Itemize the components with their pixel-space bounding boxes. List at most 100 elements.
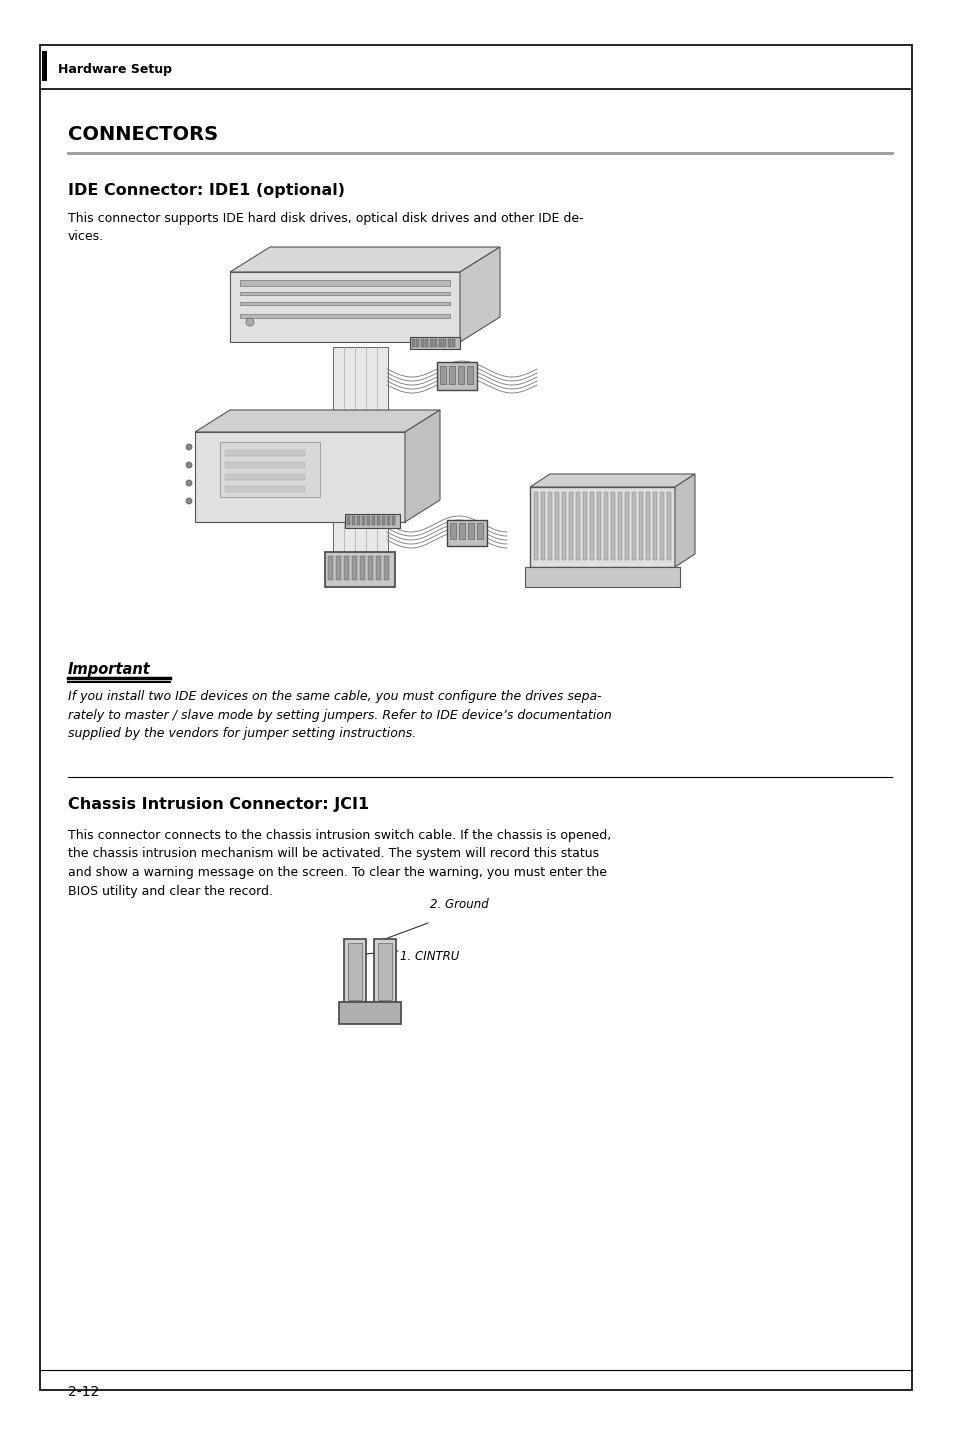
Text: IDE Connector: IDE1 (optional): IDE Connector: IDE1 (optional) bbox=[68, 182, 345, 198]
Bar bbox=[631, 493, 636, 560]
Bar bbox=[666, 493, 670, 560]
Polygon shape bbox=[194, 410, 439, 432]
Text: Important: Important bbox=[68, 662, 151, 677]
Bar bbox=[348, 944, 361, 1000]
Polygon shape bbox=[459, 246, 499, 342]
Bar bbox=[328, 556, 333, 580]
Bar bbox=[468, 523, 474, 538]
Bar bbox=[416, 339, 419, 347]
Bar bbox=[240, 314, 450, 318]
Bar bbox=[344, 939, 366, 1004]
Bar bbox=[425, 339, 428, 347]
Text: Hardware Setup: Hardware Setup bbox=[58, 63, 172, 76]
Bar bbox=[194, 432, 405, 523]
Bar bbox=[384, 556, 389, 580]
Polygon shape bbox=[405, 410, 439, 523]
Bar bbox=[540, 493, 544, 560]
Bar bbox=[449, 367, 455, 384]
Bar bbox=[443, 339, 446, 347]
Bar bbox=[335, 556, 340, 580]
Bar bbox=[547, 493, 552, 560]
Bar bbox=[220, 442, 319, 497]
Bar bbox=[225, 450, 305, 455]
Bar bbox=[225, 474, 305, 480]
Text: If you install two IDE devices on the same cable, you must configure the drives : If you install two IDE devices on the sa… bbox=[68, 690, 611, 740]
Bar bbox=[659, 493, 663, 560]
Bar bbox=[381, 516, 385, 526]
Bar bbox=[240, 281, 450, 286]
Bar bbox=[412, 339, 415, 347]
Bar bbox=[361, 516, 365, 526]
Bar bbox=[467, 367, 473, 384]
Bar bbox=[448, 339, 451, 347]
Bar bbox=[352, 556, 356, 580]
Bar bbox=[639, 493, 642, 560]
Polygon shape bbox=[675, 474, 695, 567]
Bar bbox=[344, 556, 349, 580]
Bar bbox=[375, 556, 380, 580]
Polygon shape bbox=[530, 474, 695, 487]
Bar bbox=[387, 516, 390, 526]
Bar bbox=[325, 551, 395, 587]
Bar bbox=[352, 516, 355, 526]
Bar bbox=[438, 339, 441, 347]
Text: This connector connects to the chassis intrusion switch cable. If the chassis is: This connector connects to the chassis i… bbox=[68, 829, 611, 898]
Bar bbox=[420, 339, 423, 347]
Bar bbox=[561, 493, 565, 560]
Bar bbox=[42, 52, 47, 82]
Bar bbox=[597, 493, 600, 560]
Bar bbox=[610, 493, 615, 560]
Bar bbox=[374, 939, 395, 1004]
Bar bbox=[436, 362, 476, 390]
Bar bbox=[476, 523, 482, 538]
Bar bbox=[430, 339, 433, 347]
Bar bbox=[618, 493, 621, 560]
Bar bbox=[576, 493, 579, 560]
Bar bbox=[458, 523, 464, 538]
Bar bbox=[652, 493, 657, 560]
Bar bbox=[240, 292, 450, 295]
Bar bbox=[589, 493, 594, 560]
Bar bbox=[368, 556, 373, 580]
Bar bbox=[434, 339, 437, 347]
Bar bbox=[376, 516, 380, 526]
Bar bbox=[347, 516, 350, 526]
Text: 2. Ground: 2. Ground bbox=[430, 898, 488, 911]
Bar bbox=[345, 514, 399, 528]
Bar bbox=[530, 487, 675, 567]
Bar bbox=[568, 493, 573, 560]
Text: This connector supports IDE hard disk drives, optical disk drives and other IDE : This connector supports IDE hard disk dr… bbox=[68, 212, 583, 243]
Bar bbox=[582, 493, 586, 560]
Bar bbox=[356, 516, 360, 526]
Circle shape bbox=[186, 480, 192, 485]
Bar bbox=[225, 485, 305, 493]
Bar bbox=[624, 493, 628, 560]
Bar bbox=[225, 463, 305, 468]
Bar bbox=[392, 516, 395, 526]
Bar bbox=[333, 347, 388, 551]
Text: CONNECTORS: CONNECTORS bbox=[68, 126, 218, 145]
Bar bbox=[555, 493, 558, 560]
Text: Chassis Intrusion Connector: JCI1: Chassis Intrusion Connector: JCI1 bbox=[68, 798, 369, 812]
Circle shape bbox=[186, 444, 192, 450]
Bar bbox=[603, 493, 607, 560]
Bar bbox=[359, 556, 365, 580]
Bar bbox=[439, 367, 446, 384]
Bar bbox=[645, 493, 649, 560]
Text: 1. CINTRU: 1. CINTRU bbox=[399, 949, 459, 962]
Bar bbox=[410, 337, 459, 349]
Bar bbox=[240, 302, 450, 305]
Bar bbox=[230, 272, 459, 342]
Circle shape bbox=[186, 463, 192, 468]
Bar bbox=[367, 516, 370, 526]
Bar bbox=[447, 520, 486, 546]
Bar bbox=[377, 944, 392, 1000]
Bar bbox=[457, 367, 463, 384]
Polygon shape bbox=[230, 246, 499, 272]
Bar bbox=[452, 339, 455, 347]
Circle shape bbox=[246, 318, 253, 326]
Bar bbox=[372, 516, 375, 526]
Bar bbox=[338, 1002, 400, 1024]
Circle shape bbox=[186, 498, 192, 504]
Text: 2-12: 2-12 bbox=[68, 1385, 99, 1399]
